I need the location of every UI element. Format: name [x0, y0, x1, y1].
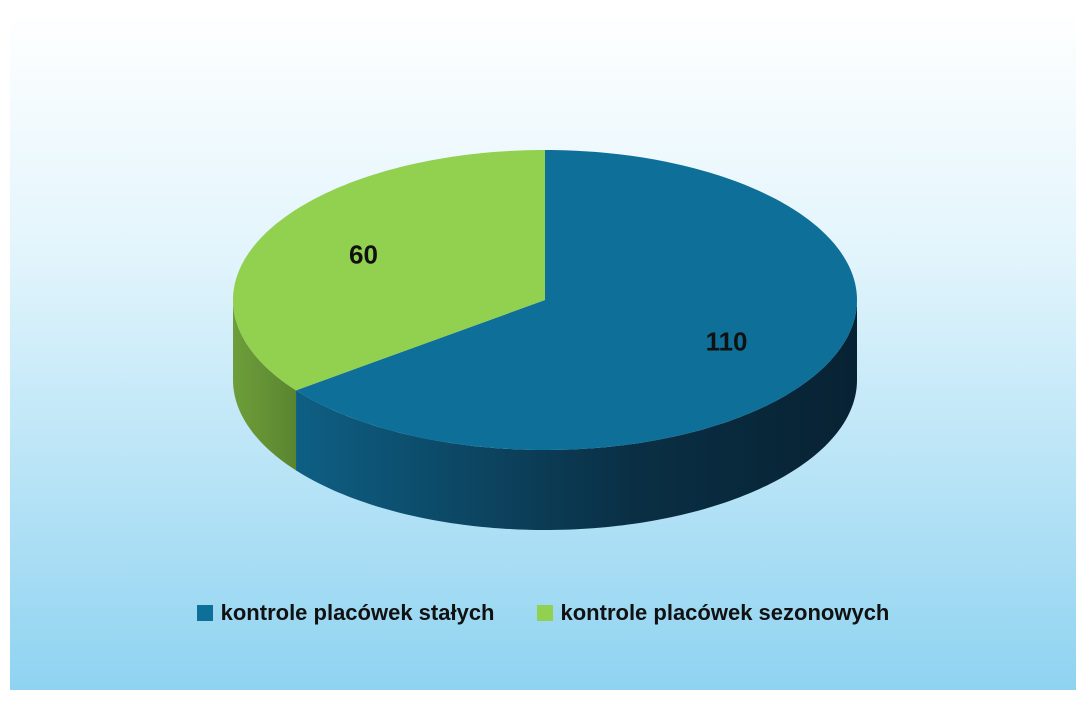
chart: 110 60: [233, 150, 857, 530]
legend-swatch: [196, 605, 213, 621]
legend: kontrole placówek stałych kontrole placów…: [10, 600, 1076, 626]
data-label: 110: [706, 326, 748, 356]
slice: [296, 150, 857, 450]
slice-side: [233, 300, 297, 471]
legend-label: kontrole placówek sezonowych: [560, 600, 890, 625]
legend-swatch: [536, 605, 553, 621]
legend-item: kontrole placówek sezonowych: [536, 600, 890, 626]
slice-side: [296, 300, 857, 530]
chart-area: 110 60 kontrole placówek stałych kontrole …: [10, 10, 1076, 690]
legend-label: kontrole placówek stałych: [220, 600, 495, 625]
legend-item: kontrole placówek stałych: [196, 600, 495, 626]
data-label: 60: [349, 239, 378, 269]
slice: [233, 150, 545, 391]
